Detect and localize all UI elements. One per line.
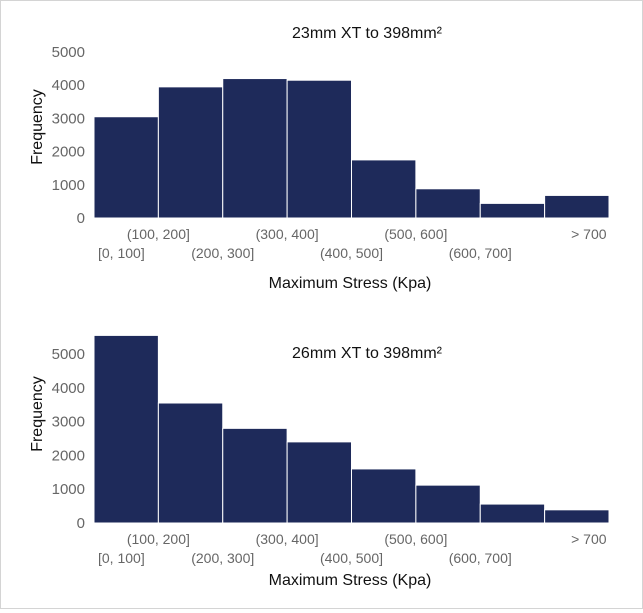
histogram-panel-top: 23mm XT to 398mm² Frequency Maximum Stre…	[29, 25, 610, 292]
y-tick-label: 3000	[52, 414, 85, 431]
chart-title: 26mm XT to 398mm²	[292, 345, 443, 362]
histogram-bar	[157, 402, 224, 524]
y-tick-label: 0	[77, 210, 85, 227]
y-tick-label: 2000	[52, 144, 85, 161]
y-tick-label: 1000	[52, 481, 85, 498]
histogram-bar	[544, 194, 610, 219]
x-ticks-group: [0, 100] (100, 200](200, 300](300, 400](4…	[98, 226, 607, 261]
bars-group	[93, 334, 610, 524]
y-tick-label: 1000	[52, 177, 85, 194]
y-tick-label: 4000	[52, 77, 85, 94]
histogram-bar	[351, 468, 417, 524]
histogram-panel-bottom: 26mm XT to 398mm² Frequency Maximum Stre…	[29, 334, 610, 589]
x-tick-label: (500, 600]	[384, 226, 447, 242]
histogram-bar	[286, 79, 352, 219]
x-tick-label: (300, 400]	[256, 531, 319, 547]
x-axis-label: Maximum Stress (Kpa)	[269, 572, 432, 589]
y-tick-label: 3000	[52, 110, 85, 127]
histogram-bar	[351, 159, 417, 219]
y-tick-label: 5000	[52, 44, 85, 61]
x-tick-label: [0, 100]	[98, 550, 145, 566]
histogram-bar	[479, 202, 546, 219]
x-tick-label: (500, 600]	[384, 531, 447, 547]
x-tick-label: [0, 100]	[98, 245, 145, 261]
histogram-bar	[415, 188, 481, 219]
histogram-bar	[93, 116, 159, 219]
x-tick-label: (100, 200]	[127, 226, 190, 242]
x-tick-label: (200, 300]	[191, 245, 254, 261]
histogram-bar	[544, 509, 610, 524]
x-tick-label: (600, 700]	[449, 245, 512, 261]
y-axis-label: Frequency	[29, 376, 46, 452]
histogram-bar	[286, 441, 352, 524]
y-tick-label: 2000	[52, 447, 85, 464]
x-axis-label: Maximum Stress (Kpa)	[269, 275, 432, 292]
x-tick-label: (400, 500]	[320, 245, 383, 261]
histogram-bar	[157, 86, 224, 219]
x-tick-label: (400, 500]	[320, 550, 383, 566]
y-tick-label: 0	[77, 515, 85, 532]
x-tick-label: (100, 200]	[127, 531, 190, 547]
y-ticks-group: 0 1000 2000 3000 4000 5000	[52, 44, 85, 227]
histogram-bar	[479, 503, 546, 524]
x-ticks-group: [0, 100] (100, 200](200, 300](300, 400](4…	[98, 531, 607, 566]
chart-title: 23mm XT to 398mm²	[292, 25, 443, 42]
x-tick-label: > 700	[571, 226, 607, 242]
y-axis-label: Frequency	[29, 89, 46, 165]
histogram-bar	[93, 334, 159, 524]
x-tick-label: (200, 300]	[191, 550, 254, 566]
histogram-bar	[222, 78, 288, 219]
y-tick-label: 4000	[52, 380, 85, 397]
bars-group	[93, 78, 610, 219]
histogram-bar	[415, 484, 481, 524]
x-tick-label: (600, 700]	[449, 550, 512, 566]
x-tick-label: > 700	[571, 531, 607, 547]
x-tick-label: (300, 400]	[256, 226, 319, 242]
y-tick-label: 5000	[52, 346, 85, 363]
histogram-bar	[222, 427, 288, 524]
y-ticks-group: 0 1000 2000 3000 4000 5000	[52, 346, 85, 532]
